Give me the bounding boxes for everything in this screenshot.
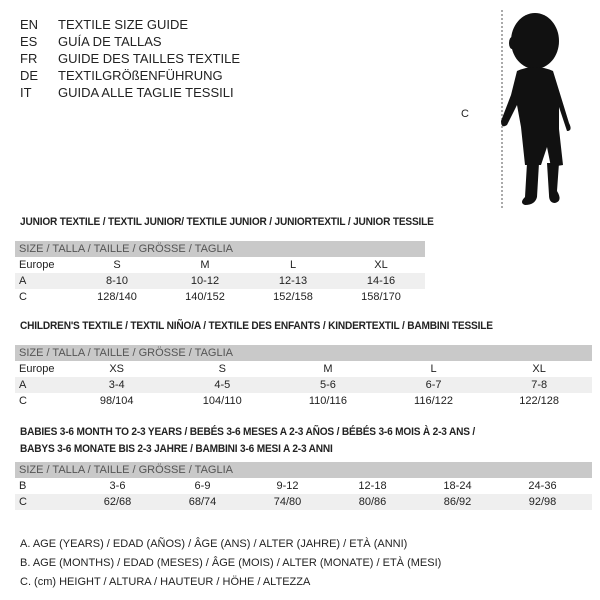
table-header: SIZE / TALLA / TAILLE / GRÖSSE / TAGLIA [15, 462, 592, 478]
children-section-title: CHILDREN'S TEXTILE / TEXTIL NIÑO/A / TEX… [20, 320, 493, 332]
table-cell: 5-6 [319, 379, 336, 391]
table-row: B 3-6 6-9 9-12 12-18 18-24 24-36 [15, 478, 592, 494]
table-cell: 140/152 [185, 291, 225, 303]
table-cell: 110/116 [308, 395, 347, 407]
table-cell: XL [532, 363, 546, 375]
table-cell: L [289, 259, 297, 271]
table-cell: 3-6 [109, 480, 126, 492]
table-cell: 7-8 [531, 379, 548, 391]
table-cell: 6-7 [425, 379, 442, 391]
header-label: SIZE / TALLA / TAILLE / GRÖSSE / TAGLIA [19, 347, 233, 359]
row-label: Europe [19, 363, 55, 375]
babies-size-table: SIZE / TALLA / TAILLE / GRÖSSE / TAGLIA … [15, 462, 592, 510]
table-cell: 74/80 [273, 496, 302, 508]
table-cell: L [430, 363, 437, 375]
table-row: C 62/68 68/74 74/80 80/86 86/92 92/98 [15, 494, 592, 510]
table-cell: XS [109, 363, 124, 375]
row-label: A [19, 275, 27, 287]
legend-item: A. AGE (YEARS) / EDAD (AÑOS) / ÂGE (ANS)… [20, 538, 408, 550]
row-label: A [19, 379, 27, 391]
table-cell: 8-10 [105, 275, 129, 287]
table-cell: 68/74 [188, 496, 217, 508]
table-cell: 9-12 [276, 480, 299, 492]
table-header: SIZE / TALLA / TAILLE / GRÖSSE / TAGLIA [15, 345, 592, 361]
child-silhouette-figure: C [455, 5, 595, 215]
children-size-table: SIZE / TALLA / TAILLE / GRÖSSE / TAGLIA … [15, 345, 592, 409]
table-cell: 92/98 [528, 496, 557, 508]
legend-item: B. AGE (MONTHS) / EDAD (MESES) / ÂGE (MO… [20, 557, 442, 569]
table-row: C 98/104 104/110 110/116 116/122 122/128 [15, 393, 592, 409]
table-cell: 3-4 [108, 379, 125, 391]
table-cell: 122/128 [519, 395, 560, 407]
table-row: C 128/140 140/152 152/158 158/170 [15, 289, 425, 305]
guide-title: GUÍA DE TALLAS [58, 34, 162, 49]
row-label: C [19, 395, 27, 407]
lang-code: DE [20, 68, 39, 83]
table-cell: 158/170 [361, 291, 401, 303]
row-label: B [19, 480, 27, 492]
guide-title: GUIDE DES TAILLES TEXTILE [58, 51, 241, 66]
table-cell: 14-16 [366, 275, 396, 287]
table-cell: S [113, 259, 121, 271]
guide-title: GUIDA ALLE TAGLIE TESSILI [58, 85, 234, 100]
table-cell: 80/86 [358, 496, 387, 508]
table-cell: XL [374, 259, 388, 271]
lang-code: FR [20, 51, 38, 66]
table-cell: 104/110 [202, 395, 242, 407]
table-cell: 6-9 [194, 480, 211, 492]
legend-item: C. (cm) HEIGHT / ALTURA / HAUTEUR / HÖHE… [20, 576, 311, 588]
header-label: SIZE / TALLA / TAILLE / GRÖSSE / TAGLIA [19, 464, 233, 476]
table-cell: S [218, 363, 226, 375]
table-cell: 62/68 [103, 496, 132, 508]
table-header: SIZE / TALLA / TAILLE / GRÖSSE / TAGLIA [15, 241, 425, 257]
legend: A. AGE (YEARS) / EDAD (AÑOS) / ÂGE (ANS)… [20, 535, 441, 592]
junior-section-title: JUNIOR TEXTILE / TEXTIL JUNIOR/ TEXTILE … [20, 216, 434, 228]
table-cell: 12-13 [278, 275, 308, 287]
table-cell: M [323, 363, 333, 375]
babies-section-title-line2: BABYS 3-6 MONATE BIS 2-3 JAHRE / BAMBINI… [20, 443, 333, 455]
table-cell: 18-24 [443, 480, 472, 492]
table-cell: M [200, 259, 210, 271]
table-cell: 86/92 [443, 496, 472, 508]
child-silhouette-icon [501, 10, 571, 210]
guide-title: TEXTILE SIZE GUIDE [58, 17, 189, 32]
table-cell: 128/140 [97, 291, 137, 303]
table-cell: 116/122 [414, 395, 453, 407]
lang-code: ES [20, 34, 38, 49]
table-row: A 8-10 10-12 12-13 14-16 [15, 273, 425, 289]
lang-code: IT [20, 85, 32, 100]
table-cell: 152/158 [273, 291, 313, 303]
guide-title: TEXTILGRÖßENFÜHRUNG [58, 68, 223, 83]
table-cell: 12-18 [358, 480, 387, 492]
table-row: Europe XS S M L XL [15, 361, 592, 377]
table-cell: 24-36 [528, 480, 557, 492]
lang-code: EN [20, 17, 39, 32]
table-cell: 98/104 [99, 395, 134, 407]
row-label: C [19, 291, 27, 303]
table-row: A 3-4 4-5 5-6 6-7 7-8 [15, 377, 592, 393]
header-label: SIZE / TALLA / TAILLE / GRÖSSE / TAGLIA [19, 243, 233, 255]
height-label: C [461, 108, 469, 120]
table-row: Europe S M L XL [15, 257, 425, 273]
junior-size-table: SIZE / TALLA / TAILLE / GRÖSSE / TAGLIA … [15, 241, 425, 305]
babies-section-title: BABIES 3-6 MONTH TO 2-3 YEARS / BEBÉS 3-… [20, 426, 476, 438]
row-label: C [19, 496, 27, 508]
table-cell: 4-5 [214, 379, 231, 391]
table-cell: 10-12 [190, 275, 220, 287]
row-label: Europe [19, 259, 55, 271]
